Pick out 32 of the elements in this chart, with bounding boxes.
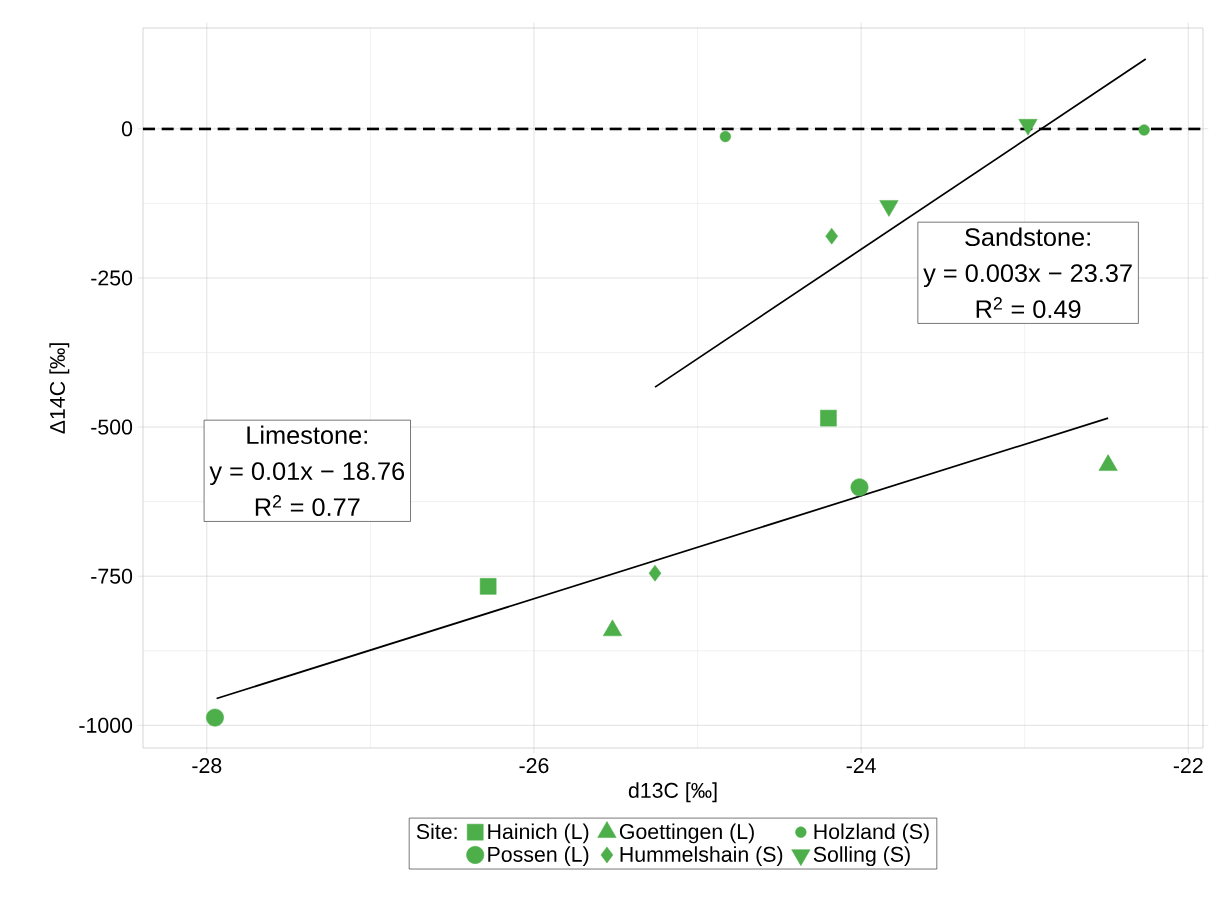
point xyxy=(820,409,837,427)
point xyxy=(479,578,497,595)
point xyxy=(719,130,731,143)
point xyxy=(648,564,662,582)
legend-title: Site: xyxy=(416,823,457,840)
annotation: Sandstone: xyxy=(965,227,1090,247)
y-axis-title: Δ14C [‰] xyxy=(49,343,70,434)
point xyxy=(850,478,869,497)
legend-label: Possen (L) xyxy=(488,846,589,867)
y-tick-label: -500 xyxy=(91,419,133,435)
y-tick-label: 0 xyxy=(121,121,133,137)
legend-label: Solling (S) xyxy=(813,846,910,867)
point xyxy=(825,227,838,245)
y-tick-label: -250 xyxy=(91,270,133,286)
x-axis-title: d13C [‰] xyxy=(628,782,717,803)
annotation: R$^{2}$ = 0.77 xyxy=(255,495,360,517)
legend-label: Hainich (L) xyxy=(488,823,589,844)
x-tick-label: -24 xyxy=(846,758,876,773)
annotation: y = 0.01x − 18.76 xyxy=(209,462,405,486)
annotation: Limestone: xyxy=(247,425,367,445)
legend-label: Holzland (S) xyxy=(814,823,929,844)
annotation: y = 0.003x − 23.37 xyxy=(923,264,1132,288)
x-tick-label: -28 xyxy=(192,758,222,774)
point xyxy=(1138,124,1150,136)
legend-label: Goettingen (L) xyxy=(619,823,754,844)
y-tick-label: -1000 xyxy=(79,717,133,733)
point xyxy=(206,708,224,727)
x-tick-label: -22 xyxy=(1173,758,1203,773)
legend-label: Hummelshain (S) xyxy=(620,846,783,867)
x-tick-label: -26 xyxy=(519,758,549,774)
y-tick-label: -750 xyxy=(91,568,133,584)
annotation: R$^{2}$ = 0.49 xyxy=(976,297,1081,319)
